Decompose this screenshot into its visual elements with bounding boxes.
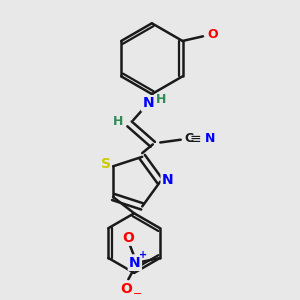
Text: N: N [129, 256, 141, 270]
Text: O: O [208, 28, 218, 41]
Text: +: + [139, 250, 147, 260]
Text: O: O [122, 230, 134, 244]
Text: C: C [184, 132, 194, 145]
Text: N: N [205, 132, 215, 145]
Text: −: − [133, 289, 142, 299]
Text: S: S [100, 158, 111, 171]
Text: N: N [142, 96, 154, 110]
Text: H: H [113, 115, 124, 128]
Text: ≡: ≡ [190, 132, 202, 146]
Text: N: N [162, 173, 173, 187]
Text: O: O [121, 282, 132, 296]
Text: H: H [156, 93, 166, 106]
